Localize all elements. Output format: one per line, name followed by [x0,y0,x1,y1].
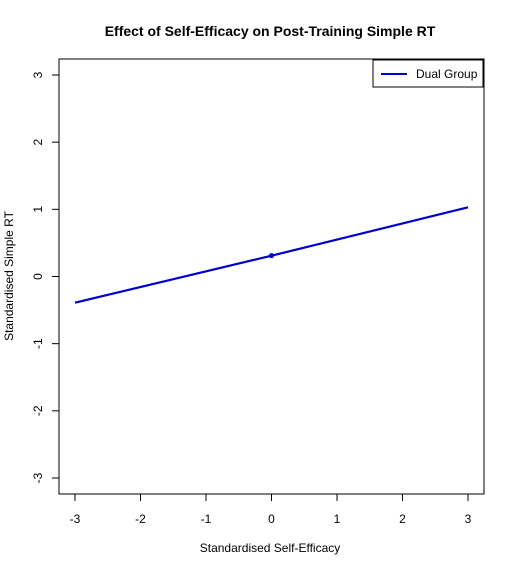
x-tick-label: -1 [201,512,212,526]
x-tick-label: 2 [399,512,406,526]
series-layer [74,206,469,304]
y-tick-label: -3 [31,472,45,483]
chart-title: Effect of Self-Efficacy on Post-Training… [105,23,436,39]
plot-frame [58,58,485,495]
y-tick-label: -1 [31,338,45,349]
y-axis: -3 -2 -1 0 1 2 3 [31,71,60,483]
series-point [269,253,274,259]
y-tick-label: 2 [31,139,45,146]
legend-label-dual-group: Dual Group [416,67,478,81]
y-tick-label: -2 [31,405,45,416]
y-axis-label: Standardised Simple RT [2,210,16,341]
x-tick-label: 1 [334,512,341,526]
y-tick-label: 0 [31,273,45,280]
legend: Dual Group [372,59,484,88]
y-tick-label: 3 [31,71,45,78]
y-tick-label: 1 [31,206,45,213]
x-tick-label: -3 [70,512,81,526]
x-axis-label: Standardised Self-Efficacy [200,541,341,555]
x-tick-label: 3 [465,512,472,526]
x-tick-label: 0 [268,512,275,526]
x-axis: -3 -2 -1 0 1 2 3 [70,493,472,526]
x-tick-label: -2 [135,512,146,526]
